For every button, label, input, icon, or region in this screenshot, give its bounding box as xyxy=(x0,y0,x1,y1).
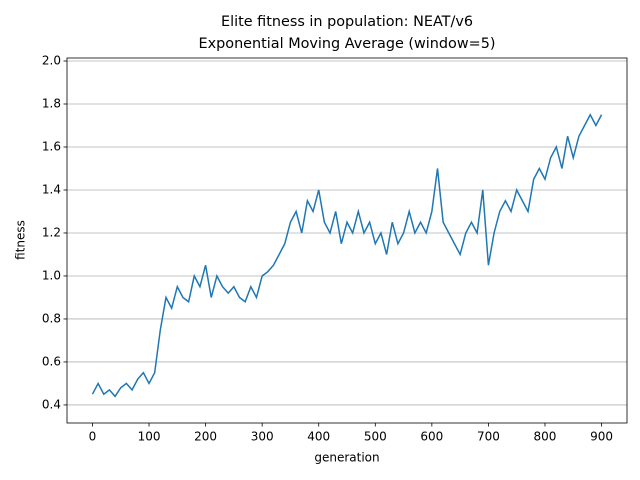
x-tick-label: 200 xyxy=(194,430,217,444)
data-line xyxy=(91,113,603,398)
chart-subtitle: Exponential Moving Average (window=5) xyxy=(199,36,496,52)
plot-frame xyxy=(66,57,628,424)
y-tick-label: 1.4 xyxy=(42,182,61,196)
y-tick-label: 1.0 xyxy=(42,268,61,282)
x-tick-label: 400 xyxy=(307,430,330,444)
x-tick-label: 0 xyxy=(89,430,97,444)
y-tick-label: 1.6 xyxy=(42,139,61,153)
y-tick-label: 1.2 xyxy=(42,225,61,239)
x-tick-label: 300 xyxy=(251,430,274,444)
y-axis-label: fitness xyxy=(14,220,28,260)
y-tick-label: 2.0 xyxy=(42,54,61,68)
y-tick-label: 0.8 xyxy=(42,311,61,325)
x-tick-label: 800 xyxy=(534,430,557,444)
x-axis-label: generation xyxy=(314,451,379,465)
y-tick-label: 0.6 xyxy=(42,354,61,368)
x-tick-label: 600 xyxy=(420,430,443,444)
x-tick-label: 900 xyxy=(590,430,613,444)
y-tick-label: 0.4 xyxy=(42,397,61,411)
chart-title: Elite fitness in population: NEAT/v6 xyxy=(221,14,473,30)
y-tick-label: 1.8 xyxy=(42,97,61,111)
x-tick-label: 500 xyxy=(364,430,387,444)
x-tick-label: 700 xyxy=(477,430,500,444)
x-tick-label: 100 xyxy=(138,430,161,444)
